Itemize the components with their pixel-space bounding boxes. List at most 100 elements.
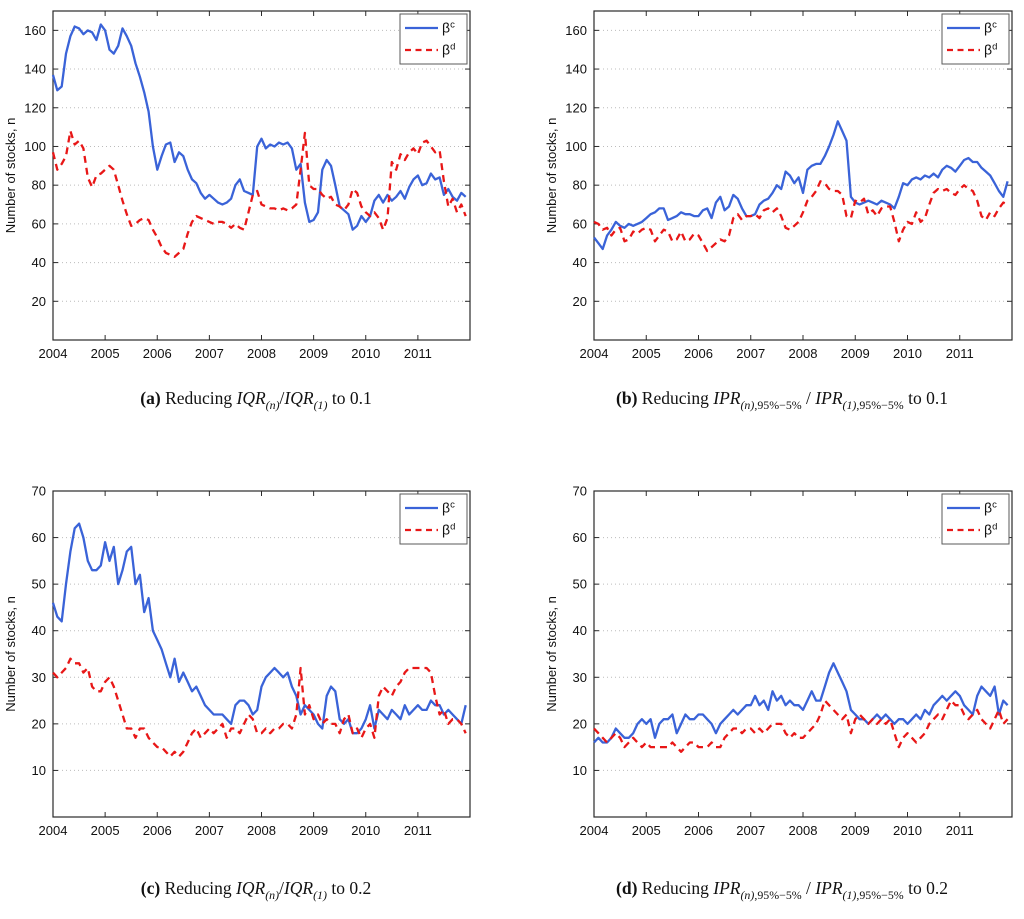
caption-fragment: IQR	[284, 388, 314, 408]
legend-box	[941, 493, 1010, 545]
legend-label-beta_d: βd	[442, 522, 455, 538]
y-tick-label: 120	[565, 100, 587, 115]
caption-d: (d) Reducing IPR(n),95%−5% / IPR(1),95%−…	[540, 878, 1024, 912]
y-tick-label: 20	[573, 294, 587, 309]
caption-fragment: /	[801, 388, 816, 408]
line-chart-a: 20 40 60 80 100 120 140 160 2004 2005 2006 2007 2008…	[3, 10, 471, 361]
y-tick-label: 20	[573, 716, 587, 731]
y-tick-label: 140	[565, 62, 587, 77]
caption-fragment: IPR	[815, 388, 843, 408]
x-tick-label: 2008	[789, 823, 818, 838]
series-beta_d	[593, 180, 1009, 253]
x-tick-label: 2010	[351, 823, 380, 838]
caption-fragment: /	[279, 388, 285, 408]
x-tick-label: 2007	[195, 346, 224, 361]
caption-fragment: (n)	[265, 397, 280, 412]
y-tick-label: 30	[32, 670, 46, 685]
caption-fragment: (1)	[842, 397, 857, 412]
caption-fragment: IQR	[236, 388, 266, 408]
series-beta_d	[51, 129, 467, 258]
y-tick-label: 100	[24, 139, 46, 154]
x-tick-label: 2010	[351, 346, 380, 361]
caption-fragment: Reducing	[160, 878, 237, 898]
y-tick-label: 30	[573, 670, 587, 685]
legend-label-beta_c: βc	[984, 20, 997, 36]
y-tick-label: 20	[32, 716, 46, 731]
y-tick-label: 70	[573, 484, 587, 499]
y-tick-label: 10	[573, 763, 587, 778]
legend-label-beta_c: βc	[442, 500, 455, 516]
y-tick-label: 70	[32, 484, 46, 499]
y-tick-label: 60	[573, 216, 587, 231]
x-tick-label: 2008	[247, 346, 276, 361]
caption-fragment: IQR	[283, 878, 314, 898]
caption-fragment: (n)	[740, 397, 755, 412]
caption-fragment: /	[279, 878, 284, 898]
x-tick-label: 2010	[893, 346, 922, 361]
caption-fragment: IPR	[713, 388, 741, 408]
line-chart-b: 20 40 60 80 100 120 140 160 2004 2005 2006 2007 2008…	[544, 10, 1013, 361]
x-tick-label: 2011	[946, 823, 974, 838]
caption-fragment: (a)	[140, 388, 161, 408]
x-tick-label: 2007	[195, 823, 224, 838]
y-tick-label: 40	[32, 623, 46, 638]
caption-fragment: (1)	[313, 887, 327, 902]
legend-label-beta_d: βd	[442, 42, 455, 58]
caption-fragment: (n)	[740, 887, 755, 902]
caption-fragment: ,95%−5%	[754, 397, 802, 412]
caption-fragment: (d)	[616, 878, 638, 898]
y-tick-label: 50	[32, 577, 46, 592]
x-tick-label: 2005	[632, 346, 661, 361]
x-tick-label: 2011	[946, 346, 974, 361]
caption-fragment: (1)	[842, 887, 857, 902]
x-tick-label: 2007	[736, 823, 765, 838]
x-tick-label: 2011	[404, 346, 432, 361]
caption-c: (c) Reducing IQR(n)/IQR(1) to 0.2	[0, 878, 512, 912]
line-chart-c: 10 20 30 40 50 60 70 2004 2005 2006 2007 2008 2009 20…	[3, 484, 471, 838]
x-tick-label: 2004	[580, 346, 609, 361]
caption-fragment: ,95%−5%	[856, 397, 904, 412]
chart-panel-b: 20 40 60 80 100 120 140 160 2004 2005 2006 2007 2008…	[512, 0, 1024, 380]
y-tick-label: 120	[24, 100, 46, 115]
y-axis-label: Number of stocks, n	[3, 118, 18, 234]
series-beta_c	[593, 662, 1009, 744]
caption-fragment: to 0.1	[327, 388, 372, 408]
x-tick-label: 2009	[841, 823, 870, 838]
legend-label-beta_d: βd	[984, 42, 997, 58]
chart-panel-a: 20 40 60 80 100 120 140 160 2004 2005 2006 2007 2008…	[0, 0, 512, 380]
y-tick-label: 60	[32, 530, 46, 545]
series-beta_c	[51, 522, 467, 735]
y-tick-label: 40	[573, 255, 587, 270]
y-tick-label: 50	[573, 577, 587, 592]
x-tick-label: 2004	[39, 346, 68, 361]
caption-fragment: IPR	[815, 878, 843, 898]
caption-fragment: /	[801, 878, 816, 898]
x-tick-label: 2010	[893, 823, 922, 838]
x-tick-label: 2008	[789, 346, 818, 361]
y-tick-label: 20	[32, 294, 46, 309]
caption-fragment: to 0.2	[326, 878, 372, 898]
caption-fragment: ,95%−5%	[754, 887, 802, 902]
x-tick-label: 2006	[684, 346, 713, 361]
caption-fragment: Reducing	[160, 388, 237, 408]
y-tick-label: 60	[32, 216, 46, 231]
y-axis-label: Number of stocks, n	[544, 118, 559, 234]
x-tick-label: 2005	[91, 346, 120, 361]
x-tick-label: 2006	[143, 346, 172, 361]
plot-frame	[593, 490, 1013, 818]
line-chart-d: 10 20 30 40 50 60 70 2004 2005 2006 2007 2008 2009 20…	[544, 484, 1013, 838]
legend-box	[399, 493, 468, 545]
caption-fragment: Reducing	[637, 878, 714, 898]
series-beta_d	[593, 699, 1009, 753]
chart-panel-c: 10 20 30 40 50 60 70 2004 2005 2006 2007 2008 2009 20…	[0, 470, 512, 850]
x-tick-label: 2006	[684, 823, 713, 838]
caption-fragment: IQR	[236, 878, 266, 898]
caption-b: (b) Reducing IPR(n),95%−5% / IPR(1),95%−…	[540, 388, 1024, 422]
x-tick-label: 2009	[841, 346, 870, 361]
plot-frame	[52, 490, 471, 818]
y-axis-label: Number of stocks, n	[3, 596, 18, 712]
y-axis-label: Number of stocks, n	[544, 596, 559, 712]
y-tick-label: 160	[24, 23, 46, 38]
legend-box	[941, 13, 1010, 65]
